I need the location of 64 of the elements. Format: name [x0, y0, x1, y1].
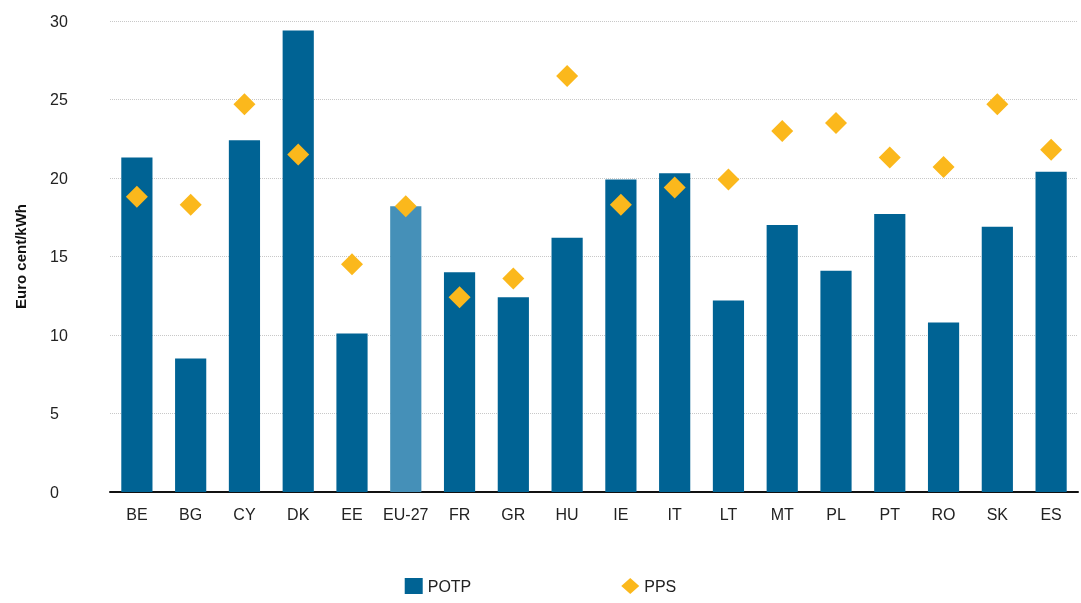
point	[287, 143, 310, 166]
x-tick-label: DK	[287, 505, 310, 523]
x-tick-label: LT	[719, 505, 738, 523]
point	[448, 286, 471, 309]
y-tick-label: 25	[50, 91, 68, 108]
bar	[1035, 171, 1067, 492]
point	[932, 156, 955, 179]
point	[1040, 138, 1063, 161]
x-tick-label: EE	[341, 505, 363, 523]
point	[717, 168, 740, 191]
x-tick-label: HU	[555, 505, 579, 523]
bar	[497, 297, 529, 492]
bar	[874, 214, 906, 492]
x-tick-label: CY	[233, 505, 256, 523]
bar	[820, 270, 852, 492]
bar	[605, 179, 637, 492]
y-tick-label: 0	[50, 483, 59, 501]
x-tick-label: ES	[1040, 505, 1062, 523]
point	[771, 119, 794, 142]
point	[179, 193, 202, 216]
x-tick-label: PL	[826, 505, 846, 523]
point	[556, 64, 579, 87]
point	[341, 253, 363, 276]
x-tick-label: PT	[879, 505, 901, 523]
bar	[390, 206, 422, 492]
y-tick-label: 5	[50, 405, 59, 422]
point	[986, 93, 1009, 116]
y-tick-label: 30	[50, 12, 68, 30]
bar	[551, 237, 583, 492]
x-tick-label: IE	[613, 505, 629, 523]
bar	[659, 173, 691, 492]
y-tick-label: 10	[50, 326, 68, 344]
point	[394, 195, 417, 218]
bar	[228, 140, 261, 492]
point	[125, 185, 148, 208]
point	[663, 176, 686, 199]
x-tick-label: BG	[179, 505, 203, 523]
point	[878, 146, 901, 169]
y-axis-title: Euro cent/kWh	[12, 203, 29, 310]
bar	[981, 226, 1013, 492]
x-tick-label: GR	[501, 505, 526, 523]
x-tick-label: MT	[770, 505, 794, 523]
point	[502, 267, 525, 290]
bar	[282, 30, 314, 492]
y-tick-label: 20	[50, 169, 68, 187]
legend-label: PPS	[644, 577, 677, 595]
bar	[766, 225, 798, 492]
y-tick-label: 15	[50, 248, 68, 265]
bar	[121, 157, 153, 492]
x-tick-label: BE	[126, 505, 148, 523]
bar	[443, 272, 476, 492]
bar	[927, 322, 960, 492]
x-tick-label: IT	[667, 505, 682, 523]
x-tick-label: FR	[448, 505, 471, 523]
point	[233, 93, 256, 116]
legend-label: POTP	[427, 577, 472, 595]
bar	[336, 333, 368, 492]
x-tick-label: EU-27	[383, 505, 429, 523]
x-tick-label: SK	[986, 505, 1009, 523]
point	[825, 112, 847, 135]
bar	[712, 300, 745, 492]
bar	[175, 358, 207, 492]
x-tick-label: RO	[931, 505, 956, 523]
point	[609, 193, 632, 216]
